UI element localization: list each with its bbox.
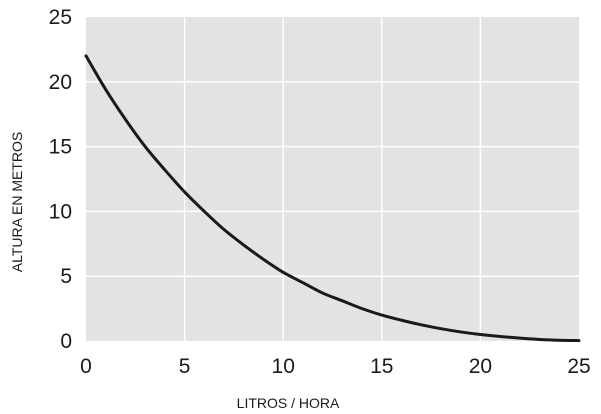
y-tick-label-10: 10 (49, 200, 72, 223)
y-tick-label-5: 5 (60, 265, 72, 288)
y-tick-label-25: 25 (49, 6, 72, 29)
y-tick-label-20: 20 (49, 71, 72, 94)
x-tick-labels: 0 5 10 15 20 25 (80, 355, 591, 378)
x-axis-title: LITROS / HORA (237, 395, 340, 411)
x-tick-label-15: 15 (370, 355, 393, 378)
y-tick-labels: 0 5 10 15 20 25 (49, 6, 72, 353)
x-tick-label-25: 25 (567, 355, 590, 378)
series-line (84, 54, 581, 343)
x-tick-label-5: 5 (179, 355, 191, 378)
x-tick-label-20: 20 (469, 355, 492, 378)
x-tick-label-10: 10 (272, 355, 295, 378)
grid-lines (86, 17, 579, 341)
y-tick-label-15: 15 (49, 136, 72, 159)
x-tick-label-0: 0 (80, 355, 92, 378)
y-tick-label-0: 0 (60, 330, 72, 353)
plot-area (86, 17, 579, 341)
y-axis-title: ALTURA EN METROS (9, 132, 25, 273)
